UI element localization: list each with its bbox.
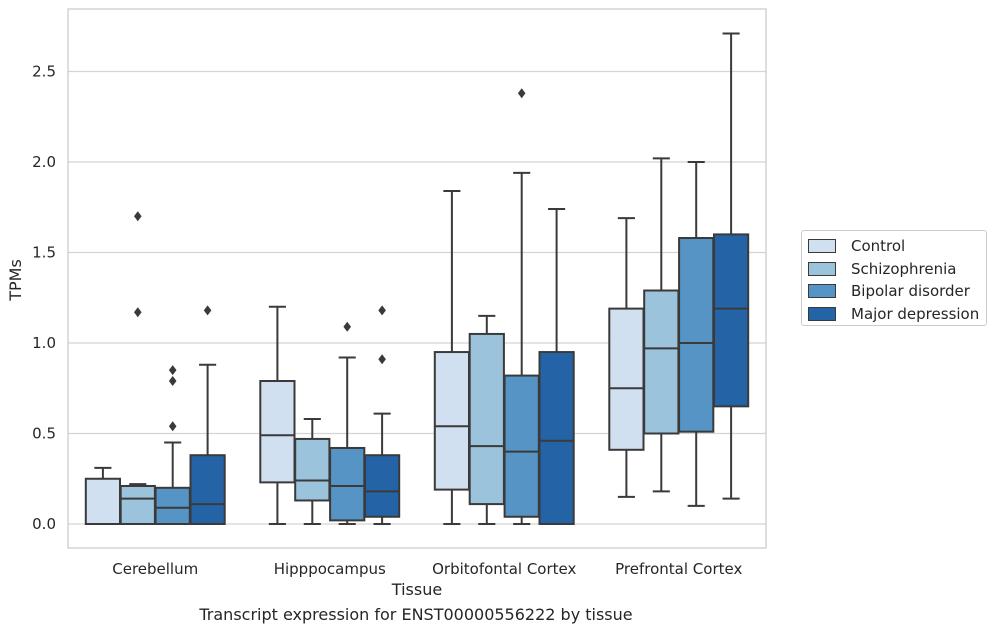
- outlier-point: [343, 321, 351, 332]
- grid-lines: [68, 70, 766, 525]
- legend-item: Major depression: [808, 303, 986, 326]
- x-tick-label: Hipppocampus: [274, 560, 386, 578]
- box-schizophrenia: [119, 211, 156, 525]
- outlier-point: [168, 421, 177, 432]
- legend-item: Schizophrenia: [808, 258, 986, 281]
- box-schizophrenia: [294, 418, 331, 525]
- box-bipolar-disorder: [678, 161, 715, 507]
- outlier-point: [517, 88, 526, 99]
- legend-swatch: [808, 306, 836, 321]
- y-tick-label: 0.5: [32, 425, 56, 443]
- box-iqr: [538, 351, 575, 525]
- box-iqr: [329, 446, 366, 522]
- y-tick-label: 0.0: [32, 515, 56, 533]
- box-major-depression: [363, 305, 401, 525]
- outlier-point: [134, 211, 142, 222]
- box-iqr: [433, 351, 471, 491]
- y-tick-label: 1.0: [32, 334, 56, 352]
- box-iqr: [468, 332, 505, 506]
- x-axis-label: Tissue: [391, 580, 442, 599]
- box-iqr: [503, 374, 540, 518]
- outlier-point: [134, 307, 142, 318]
- legend-swatch: [808, 261, 836, 276]
- box-iqr: [84, 477, 122, 525]
- legend-item: Bipolar disorder: [808, 280, 986, 303]
- legend-item: Control: [808, 235, 986, 258]
- box-iqr: [712, 233, 750, 408]
- box-iqr: [189, 454, 226, 525]
- legend-label: Bipolar disorder: [851, 282, 970, 301]
- legend-swatch: [808, 239, 836, 254]
- box-iqr: [643, 289, 680, 435]
- box-iqr: [294, 437, 331, 502]
- legend-swatch: [808, 284, 836, 299]
- y-tick-label: 1.5: [32, 244, 56, 262]
- box-control: [608, 217, 645, 498]
- box-bipolar-disorder: [329, 321, 366, 525]
- box-layer: [84, 32, 750, 525]
- box-major-depression: [538, 208, 575, 525]
- chart-caption: Transcript expression for ENST0000055622…: [199, 605, 633, 624]
- legend: Control Schizophrenia Bipolar disorder Majo…: [801, 230, 987, 326]
- box-iqr: [259, 380, 296, 484]
- x-tick-label: Cerebellum: [112, 560, 198, 578]
- box-control: [433, 189, 471, 525]
- y-tick-label: 2.0: [32, 153, 56, 171]
- plot-area-frame: [67, 8, 767, 549]
- box-iqr: [119, 484, 156, 525]
- outlier-point: [168, 376, 177, 387]
- outlier-point: [378, 305, 386, 316]
- box-major-depression: [189, 305, 226, 525]
- outlier-point: [168, 365, 177, 376]
- outlier-point: [378, 354, 386, 365]
- box-iqr: [608, 307, 645, 451]
- box-major-depression: [712, 32, 750, 500]
- box-iqr: [154, 486, 191, 525]
- box-bipolar-disorder: [154, 365, 191, 525]
- legend-label: Control: [851, 237, 906, 256]
- legend-label: Major depression: [851, 304, 980, 323]
- legend-label: Schizophrenia: [851, 259, 957, 278]
- box-schizophrenia: [468, 314, 505, 525]
- y-tick-labels: 0.0 0.5 1.0 1.5 2.0 2.5: [32, 63, 56, 534]
- box-bipolar-disorder: [503, 88, 540, 525]
- box-control: [84, 466, 122, 525]
- box-iqr: [363, 454, 401, 518]
- x-tick-label: Prefrontal Cortex: [615, 560, 742, 578]
- box-schizophrenia: [643, 157, 680, 493]
- x-tick-label: Orbitofontal Cortex: [432, 560, 576, 578]
- y-tick-label: 2.5: [32, 63, 56, 81]
- x-tick-labels: Cerebellum Hipppocampus Orbitofontal Corte…: [112, 560, 742, 578]
- outlier-point: [203, 305, 212, 316]
- box-control: [259, 305, 296, 525]
- y-axis-label: TPMs: [6, 259, 25, 302]
- box-iqr: [678, 237, 715, 433]
